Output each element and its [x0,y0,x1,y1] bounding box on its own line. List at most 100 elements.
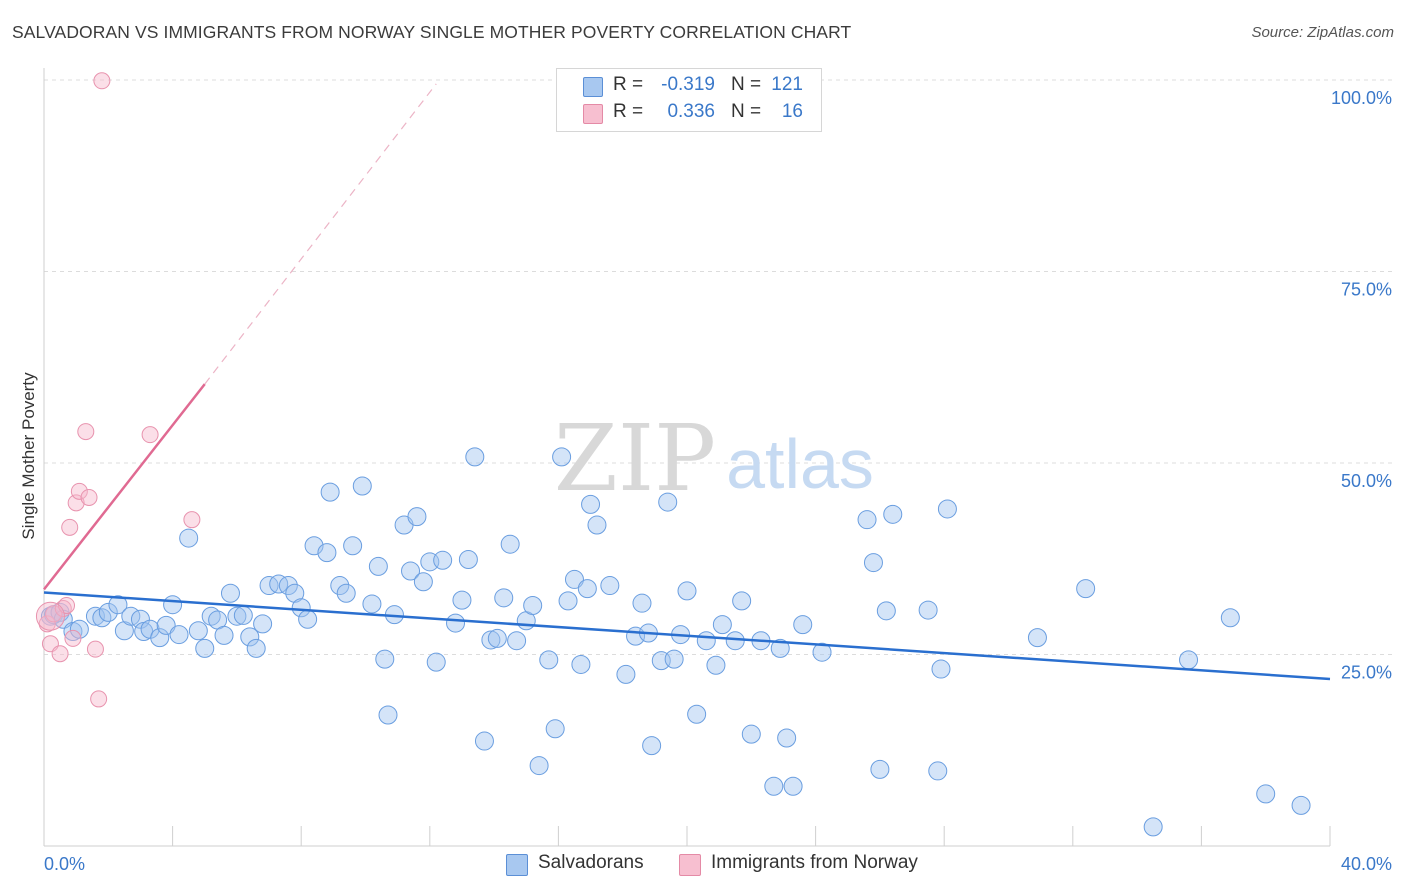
data-point-salvadoran [253,614,273,634]
data-point-salvadoran [876,601,896,621]
data-point-salvadoran [577,579,597,599]
y-tick-label: 75.0% [1341,280,1392,300]
watermark-atlas: atlas [726,425,874,503]
data-point-salvadoran [214,625,234,645]
data-point-salvadoran [278,576,298,596]
data-point-salvadoran [446,613,466,633]
data-point-salvadoran [246,638,266,658]
data-point-salvadoran [163,595,183,615]
legend-n-label: N = [731,101,762,122]
data-point-salvadoran [777,728,797,748]
data-point-salvadoran [458,550,478,570]
legend-swatch-blue [506,854,528,876]
data-point-salvadoran [783,776,803,796]
data-point-salvadoran [1076,579,1096,599]
data-point-salvadoran [92,608,112,628]
x-tick-label: 40.0% [1341,854,1392,874]
data-point-salvadoran [474,731,494,751]
data-point-salvadoran [928,761,948,781]
data-point-salvadoran [793,615,813,635]
data-point-salvadoran [1179,650,1199,670]
legend-label-salvadorans: Salvadorans [538,852,644,873]
trend-line-norway [43,83,437,591]
data-point-salvadoran [857,510,877,530]
data-point-salvadoran [918,600,938,620]
legend-swatch-blue [583,77,603,97]
data-point-norway [183,511,201,529]
data-point-salvadoran [658,492,678,512]
data-point-norway [45,605,63,623]
data-point-salvadoran [481,630,501,650]
data-point-salvadoran [368,556,388,576]
y-axis-label: Single Mother Poverty [19,372,38,540]
data-point-salvadoran [741,724,761,744]
data-point-salvadoran [507,631,527,651]
watermark: ZIP atlas [554,405,874,512]
x-tick-labels: 0.0% 40.0% [44,854,1392,874]
data-point-salvadoran [494,588,514,608]
data-point-norway [77,423,95,441]
data-point-salvadoran [291,598,311,618]
data-point-norway [90,690,108,708]
legend-swatch-pink [583,104,603,124]
data-point-salvadoran [642,736,662,756]
data-point-salvadoran [487,628,507,648]
data-point-salvadoran [375,649,395,669]
data-point-salvadoran [523,595,543,615]
legend-n-value: 121 [771,74,803,95]
data-point-salvadoran [465,447,485,467]
data-point-salvadoran [1220,608,1240,628]
data-point-salvadoran [587,515,607,535]
legend-r-value: -0.319 [661,74,715,95]
data-point-salvadoran [600,576,620,596]
data-point-salvadoran [240,627,260,647]
data-point-salvadoran [233,605,253,625]
data-point-salvadoran [1291,795,1311,815]
data-point-salvadoran [298,609,318,629]
data-point-norway [80,488,98,506]
data-point-salvadoran [1256,784,1276,804]
data-point-salvadoran [696,631,716,651]
data-point-salvadoran [336,583,356,603]
legend-r-label: R = [613,101,644,122]
data-point-salvadoran [1027,628,1047,648]
data-point-norway [54,600,72,618]
data-point-salvadoran [352,476,372,496]
data-point-salvadoran [114,621,134,641]
data-point-salvadoran [140,619,160,639]
bottom-legend: Salvadorans Immigrants from Norway [0,852,1406,878]
y-tick-label: 25.0% [1341,663,1392,683]
data-point-salvadoran [378,705,398,725]
points-norway [35,72,201,708]
legend-n-label: N = [731,74,762,95]
data-point-salvadoran [362,594,382,614]
data-point-salvadoran [732,591,752,611]
data-point-salvadoran [169,625,189,645]
gridlines [44,79,1392,655]
source-label: Source: ZipAtlas.com [1251,24,1394,41]
data-point-salvadoran [259,576,279,596]
data-point-salvadoran [269,574,289,594]
data-point-salvadoran [150,628,170,648]
trend-line-norway-solid [43,383,206,591]
data-point-norway [86,640,104,658]
legend: R = -0.319 N = 121 R = 0.336 N = 16 [556,68,822,132]
data-point-norway [51,645,69,663]
data-point-salvadoran [130,609,150,629]
trend-line-salvadorans-solid [43,591,1331,681]
legend-label-norway: Immigrants from Norway [711,852,918,873]
data-point-salvadoran [85,606,105,626]
data-point-salvadoran [407,507,427,527]
data-point-salvadoran [712,615,732,635]
data-point-salvadoran [343,536,363,556]
y-tick-label: 50.0% [1341,471,1392,491]
data-point-norway [141,426,159,444]
data-point-salvadoran [725,631,745,651]
data-point-salvadoran [581,494,601,514]
data-point-salvadoran [179,528,199,548]
watermark-zip: ZIP [554,405,716,512]
legend-swatch-pink [679,854,701,876]
data-point-salvadoran [770,638,790,658]
data-point-salvadoran [664,649,684,669]
